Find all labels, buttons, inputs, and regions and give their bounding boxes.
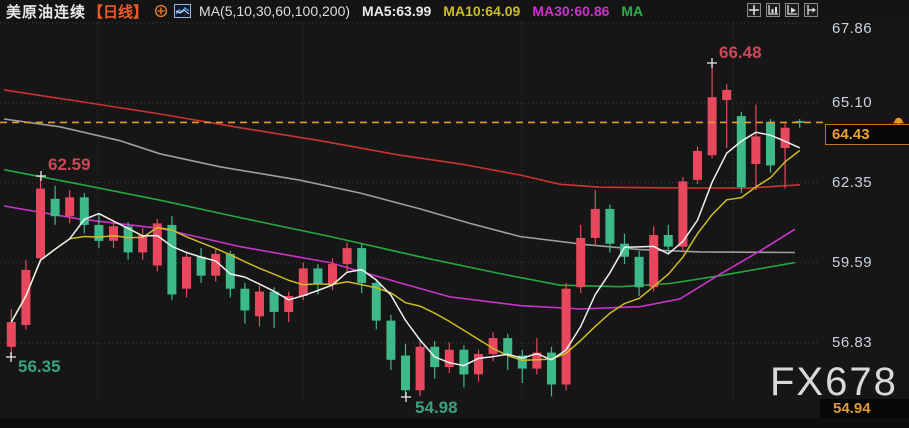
candle-body xyxy=(488,338,498,355)
candle-body xyxy=(780,127,790,148)
candle-body xyxy=(65,197,75,217)
candle-body xyxy=(211,253,221,276)
candle-body xyxy=(225,253,235,289)
ma5-readout: MA5:63.99 xyxy=(362,3,432,19)
candle-body xyxy=(36,188,45,259)
candle-body xyxy=(371,282,381,321)
ma-params-label[interactable]: MA(5,10,30,60,100,200) xyxy=(199,3,351,19)
candle-body xyxy=(517,355,527,369)
price-alert-icon[interactable] xyxy=(893,112,904,130)
candle-body xyxy=(561,288,571,385)
chart-toolbar xyxy=(747,3,818,17)
candle-body xyxy=(109,226,118,241)
candle-body xyxy=(693,150,702,180)
ma60-line xyxy=(3,168,796,288)
target-circle-icon[interactable] xyxy=(154,4,168,18)
candle-body xyxy=(795,121,805,123)
period-label[interactable]: 【日线】 xyxy=(88,3,149,21)
ma10-readout: MA10:64.09 xyxy=(443,3,521,19)
candle-body xyxy=(444,349,454,368)
axis-price-label: 56.83 xyxy=(832,333,873,351)
axis-low-price-label: 54.94 xyxy=(820,399,909,418)
candle-body xyxy=(167,224,177,295)
candle-body xyxy=(269,291,279,312)
candle-body xyxy=(182,256,191,289)
candle-body xyxy=(605,208,615,244)
candle-body xyxy=(50,198,60,217)
indicator-chart-icon[interactable] xyxy=(174,4,192,18)
candle-body xyxy=(152,223,162,266)
watermark: FX678 xyxy=(770,360,898,404)
candle-body xyxy=(663,235,673,247)
swing-price-label: 66.48 xyxy=(719,43,762,62)
candle-body xyxy=(298,268,308,296)
ma30-readout: MA30:60.86 xyxy=(532,3,610,19)
candle-body xyxy=(547,352,556,385)
candle-body xyxy=(415,346,425,391)
swing-price-label: 54.98 xyxy=(415,398,458,417)
candle-body xyxy=(620,243,629,257)
ma10-line xyxy=(10,149,801,362)
ma5-line xyxy=(10,131,801,367)
candle-body xyxy=(196,256,206,276)
candle-body xyxy=(751,136,761,164)
candle-body xyxy=(123,226,133,253)
scale-left-button[interactable] xyxy=(766,3,780,17)
current-price-label: 64.43 xyxy=(825,124,909,145)
candle-body xyxy=(590,208,600,238)
swing-price-label: 56.35 xyxy=(18,357,61,376)
pan-right-button[interactable] xyxy=(804,3,818,17)
candle-body xyxy=(79,197,89,225)
ma60-readout: MA xyxy=(621,3,644,19)
candle-body xyxy=(766,121,775,166)
candle-body xyxy=(6,322,16,347)
candle-body xyxy=(634,256,644,288)
candlestick-chart[interactable]: 66.48 62.59 56.35 54.98 xyxy=(0,22,909,418)
candle-body xyxy=(401,355,410,391)
playback-button[interactable] xyxy=(785,3,799,17)
chart-header: 美原油连续 【日线】 MA(5,10,30,60,100,200) MA5:63… xyxy=(0,0,909,22)
axis-price-label: 67.86 xyxy=(832,20,873,37)
candle-body xyxy=(138,235,148,253)
candle-body xyxy=(736,116,746,188)
axis-price-label: 62.35 xyxy=(832,173,873,191)
candle-body xyxy=(313,268,323,285)
candle-body xyxy=(328,264,337,285)
candle-body xyxy=(707,97,717,156)
swing-price-label: 62.59 xyxy=(48,155,91,174)
axis-price-label: 59.59 xyxy=(832,253,873,271)
candle-body xyxy=(503,338,513,356)
candle-body xyxy=(678,181,688,247)
ma30-line xyxy=(3,205,796,310)
bottom-bar xyxy=(0,418,909,428)
candle-body xyxy=(342,248,352,265)
candle-body xyxy=(284,296,294,312)
ma100-line xyxy=(3,118,796,254)
axis-price-label: 65.10 xyxy=(832,94,873,111)
candle-body xyxy=(649,235,659,288)
candle-body xyxy=(94,224,104,241)
candle-body xyxy=(474,354,483,375)
candle-body xyxy=(459,349,469,375)
crosshair-button[interactable] xyxy=(747,3,761,17)
candle-body xyxy=(532,352,542,369)
candle-body xyxy=(357,248,367,283)
candle-body xyxy=(722,89,732,101)
ma200-line xyxy=(3,89,801,189)
candle-body xyxy=(255,291,264,317)
candle-body xyxy=(240,288,250,311)
candle-body xyxy=(576,237,586,288)
candle-body xyxy=(386,320,396,360)
symbol-title: 美原油连续 xyxy=(6,3,87,21)
